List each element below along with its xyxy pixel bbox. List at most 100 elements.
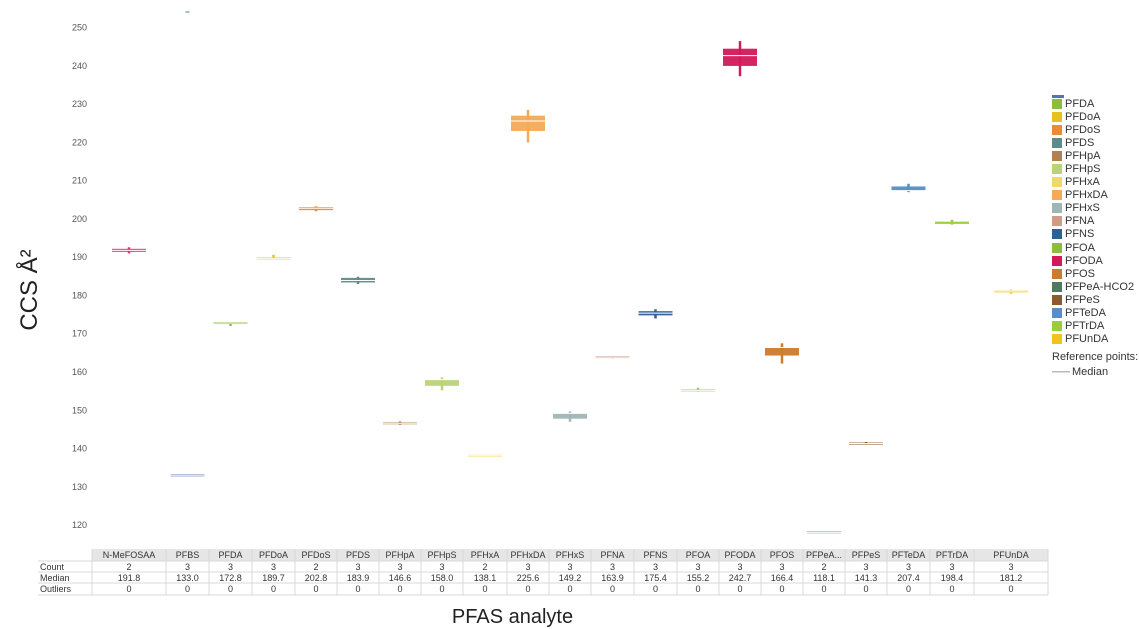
table-cell: 0 xyxy=(863,584,868,594)
table-cell: 166.4 xyxy=(771,573,794,583)
table-cell: 3 xyxy=(653,562,658,572)
table-cell: 3 xyxy=(906,562,911,572)
y-tick-label: 240 xyxy=(72,61,87,71)
legend-swatch xyxy=(1052,321,1062,332)
table-header-pfds: PFDS xyxy=(346,550,370,560)
table-header-bg xyxy=(92,549,1048,561)
legend-item: PFUnDA xyxy=(1052,333,1138,346)
table-cell: 3 xyxy=(737,562,742,572)
table-cell: 2 xyxy=(126,562,131,572)
legend-swatch xyxy=(1052,124,1062,135)
table-cell: 3 xyxy=(779,562,784,572)
legend-item: PFOA xyxy=(1052,241,1138,254)
table-cell: 141.3 xyxy=(855,573,878,583)
table-cell: 3 xyxy=(185,562,190,572)
legend-label: PFODA xyxy=(1065,254,1103,267)
table-cell: 3 xyxy=(949,562,954,572)
table-header-pfunda: PFUnDA xyxy=(993,550,1029,560)
table-row-label: Count xyxy=(40,562,65,572)
table-cell: 3 xyxy=(567,562,572,572)
table-header-pfoda: PFODA xyxy=(724,550,755,560)
y-tick-label: 250 xyxy=(72,23,87,33)
table-cell: 191.8 xyxy=(118,573,141,583)
legend-swatch xyxy=(1052,294,1062,305)
table-cell: 3 xyxy=(1008,562,1013,572)
table-cell: 149.2 xyxy=(559,573,582,583)
table-cell: 0 xyxy=(228,584,233,594)
y-tick-label: 120 xyxy=(72,520,87,530)
table-cell: 0 xyxy=(567,584,572,594)
legend-reference-median: Median xyxy=(1052,365,1138,380)
table-cell: 155.2 xyxy=(687,573,710,583)
table-cell: 3 xyxy=(439,562,444,572)
table-header-pfteda: PFTeDA xyxy=(892,550,926,560)
median-reference-line xyxy=(1052,371,1070,374)
legend-swatch xyxy=(1052,177,1062,188)
legend-item: PFHxS xyxy=(1052,202,1138,215)
y-tick-label: 140 xyxy=(72,444,87,454)
legend-item: PFTeDA xyxy=(1052,307,1138,320)
table-cell: 175.4 xyxy=(644,573,667,583)
legend-item: PFPeA-HCO2 xyxy=(1052,280,1138,293)
table-header-pftrda: PFTrDA xyxy=(936,550,968,560)
legend-item: PFNS xyxy=(1052,228,1138,241)
table-header-pfhpa: PFHpA xyxy=(385,550,414,560)
table-cell: 3 xyxy=(610,562,615,572)
box-body xyxy=(765,347,799,356)
y-tick-label: 190 xyxy=(72,252,87,262)
table-cell: 207.4 xyxy=(897,573,920,583)
table-cell: 183.9 xyxy=(347,573,370,583)
table-cell: 0 xyxy=(653,584,658,594)
table-cell: 0 xyxy=(482,584,487,594)
legend-label: PFHpA xyxy=(1065,149,1101,162)
legend-label: PFHxS xyxy=(1065,202,1100,215)
table-cell: 3 xyxy=(525,562,530,572)
table-cell: 146.6 xyxy=(389,573,412,583)
legend-swatch xyxy=(1052,150,1062,161)
table-header-pfoa: PFOA xyxy=(686,550,711,560)
box-body xyxy=(425,379,459,386)
table-header-pfhxda: PFHxDA xyxy=(510,550,545,560)
legend-item: PFDoA xyxy=(1052,110,1138,123)
legend-swatch xyxy=(1052,111,1062,122)
legend-item: PFDoS xyxy=(1052,123,1138,136)
y-tick-label: 180 xyxy=(72,290,87,300)
legend-swatch xyxy=(1052,255,1062,266)
table-cell: 242.7 xyxy=(729,573,752,583)
table-cell: 2 xyxy=(821,562,826,572)
legend-top-marker xyxy=(1052,95,1064,98)
legend-item: PFOS xyxy=(1052,267,1138,280)
table-row-label: Median xyxy=(40,573,70,583)
legend-swatch xyxy=(1052,164,1062,175)
table-cell: 0 xyxy=(355,584,360,594)
table-cell: 0 xyxy=(525,584,530,594)
legend-label: PFNS xyxy=(1065,228,1095,241)
table-cell: 225.6 xyxy=(517,573,540,583)
legend-item: PFHpA xyxy=(1052,149,1138,162)
legend: PFDA PFDoA PFDoS PFDS PFHpA PFHpS PFHxA PFHxDA P… xyxy=(1052,95,1138,380)
table-cell: 0 xyxy=(695,584,700,594)
legend-label: PFPeS xyxy=(1065,293,1100,306)
box-body xyxy=(723,48,757,66)
table-cell: 138.1 xyxy=(474,573,497,583)
table-row-label: Outliers xyxy=(40,584,72,594)
legend-item: PFHpS xyxy=(1052,162,1138,175)
y-tick-label: 220 xyxy=(72,137,87,147)
table-cell: 3 xyxy=(271,562,276,572)
legend-label: PFDoA xyxy=(1065,110,1101,123)
table-cell: 3 xyxy=(228,562,233,572)
table-cell: 198.4 xyxy=(941,573,964,583)
table-body-bg xyxy=(38,561,1048,595)
legend-swatch xyxy=(1052,216,1062,227)
table-cell: 0 xyxy=(271,584,276,594)
table-cell: 0 xyxy=(949,584,954,594)
box-body xyxy=(891,186,926,191)
legend-swatch xyxy=(1052,281,1062,292)
table-cell: 172.8 xyxy=(219,573,242,583)
y-tick-label: 160 xyxy=(72,367,87,377)
table-cell: 0 xyxy=(821,584,826,594)
legend-label: PFDoS xyxy=(1065,123,1101,136)
box-body xyxy=(935,221,969,224)
legend-swatch xyxy=(1052,242,1062,253)
